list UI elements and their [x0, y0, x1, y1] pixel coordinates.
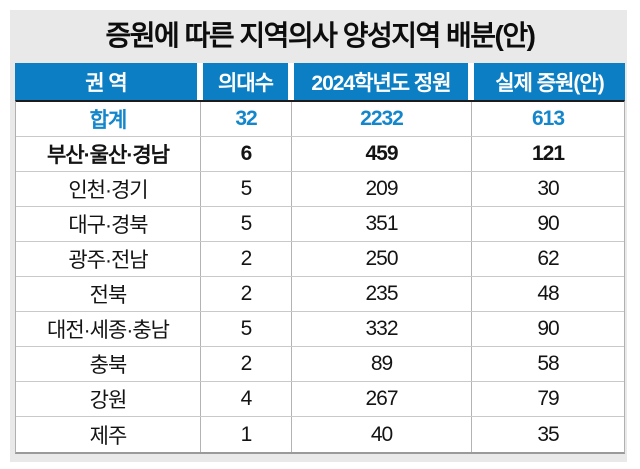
table-row-incheon-gyeonggi: 인천·경기 5 209 30 [16, 172, 624, 207]
cell-region: 대구·경북 [16, 207, 201, 241]
cell-region: 부산·울산·경남 [16, 137, 201, 171]
cell-region: 합계 [16, 102, 201, 136]
cell-increase: 90 [537, 212, 559, 235]
cell-region: 대전·세종·충남 [16, 312, 201, 346]
cell-schools: 6 [201, 137, 292, 171]
chart-title: 증원에 따른 지역의사 양성지역 배분(안) [105, 20, 536, 51]
cell-increase: 613 [531, 107, 565, 130]
cell-region: 충북 [16, 347, 201, 381]
cell-increase: 90 [537, 317, 559, 340]
cell-quota: 459 [292, 137, 472, 171]
cell-schools: 32 [201, 102, 292, 136]
table-row-busan-ulsan-gyeongnam: 부산·울산·경남 6 459 121 [16, 137, 624, 172]
table-row-daegu-gyeongbuk: 대구·경북 5 351 90 [16, 207, 624, 242]
cell-quota: 2232 [292, 102, 472, 136]
cell-increase: 121 [531, 142, 565, 165]
table-row-chungbuk: 충북 2 89 58 [16, 347, 624, 382]
cell-region: 인천·경기 [16, 172, 201, 206]
cell-quota: 40 [292, 417, 472, 452]
header-med-school-count: 의대수 [203, 63, 288, 100]
cell-quota: 89 [292, 347, 472, 381]
cell-schools: 2 [201, 277, 292, 311]
table-row-gangwon: 강원 4 267 79 [16, 382, 624, 417]
table-row-gwangju-jeonnam: 광주·전남 2 250 62 [16, 242, 624, 277]
cell-region: 제주 [16, 417, 201, 452]
cell-quota: 351 [292, 207, 472, 241]
cell-quota: 267 [292, 382, 472, 416]
cell-quota: 332 [292, 312, 472, 346]
cell-increase: 62 [537, 247, 559, 270]
cell-schools: 5 [201, 207, 292, 241]
cell-schools: 2 [201, 242, 292, 276]
cell-schools: 4 [201, 382, 292, 416]
cell-schools: 2 [201, 347, 292, 381]
cell-increase: 35 [537, 422, 559, 446]
cell-quota: 235 [292, 277, 472, 311]
cell-schools: 5 [201, 172, 292, 206]
table-row-daejeon-sejong-chungnam: 대전·세종·충남 5 332 90 [16, 312, 624, 347]
header-2024-quota: 2024학년도 정원 [294, 63, 468, 100]
cell-region: 강원 [16, 382, 201, 416]
table-row-jeju: 제주 1 40 35 [16, 417, 624, 452]
cell-schools: 1 [201, 417, 292, 452]
cell-region: 광주·전남 [16, 242, 201, 276]
cell-schools: 5 [201, 312, 292, 346]
table-body: 합계 32 2232 613 부산·울산·경남 6 459 121 인천·경기 … [15, 100, 625, 454]
table-row-jeonbuk: 전북 2 235 48 [16, 277, 624, 312]
cell-increase: 30 [537, 177, 559, 200]
allocation-table: 권 역 의대수 2024학년도 정원 실제 증원(안) 합계 32 2232 6… [15, 63, 625, 454]
cell-region: 전북 [16, 277, 201, 311]
cell-quota: 209 [292, 172, 472, 206]
cell-increase: 58 [537, 352, 559, 375]
header-actual-increase: 실제 증원(안) [474, 63, 625, 100]
cell-quota: 250 [292, 242, 472, 276]
table-row-total: 합계 32 2232 613 [16, 102, 624, 137]
table-header-row: 권 역 의대수 2024학년도 정원 실제 증원(안) [15, 63, 625, 100]
cell-increase: 48 [537, 282, 559, 305]
header-region: 권 역 [15, 63, 197, 100]
cell-increase: 79 [537, 387, 559, 410]
panel-background: 증원에 따른 지역의사 양성지역 배분(안) 권 역 의대수 2024학년도 정… [10, 10, 627, 462]
